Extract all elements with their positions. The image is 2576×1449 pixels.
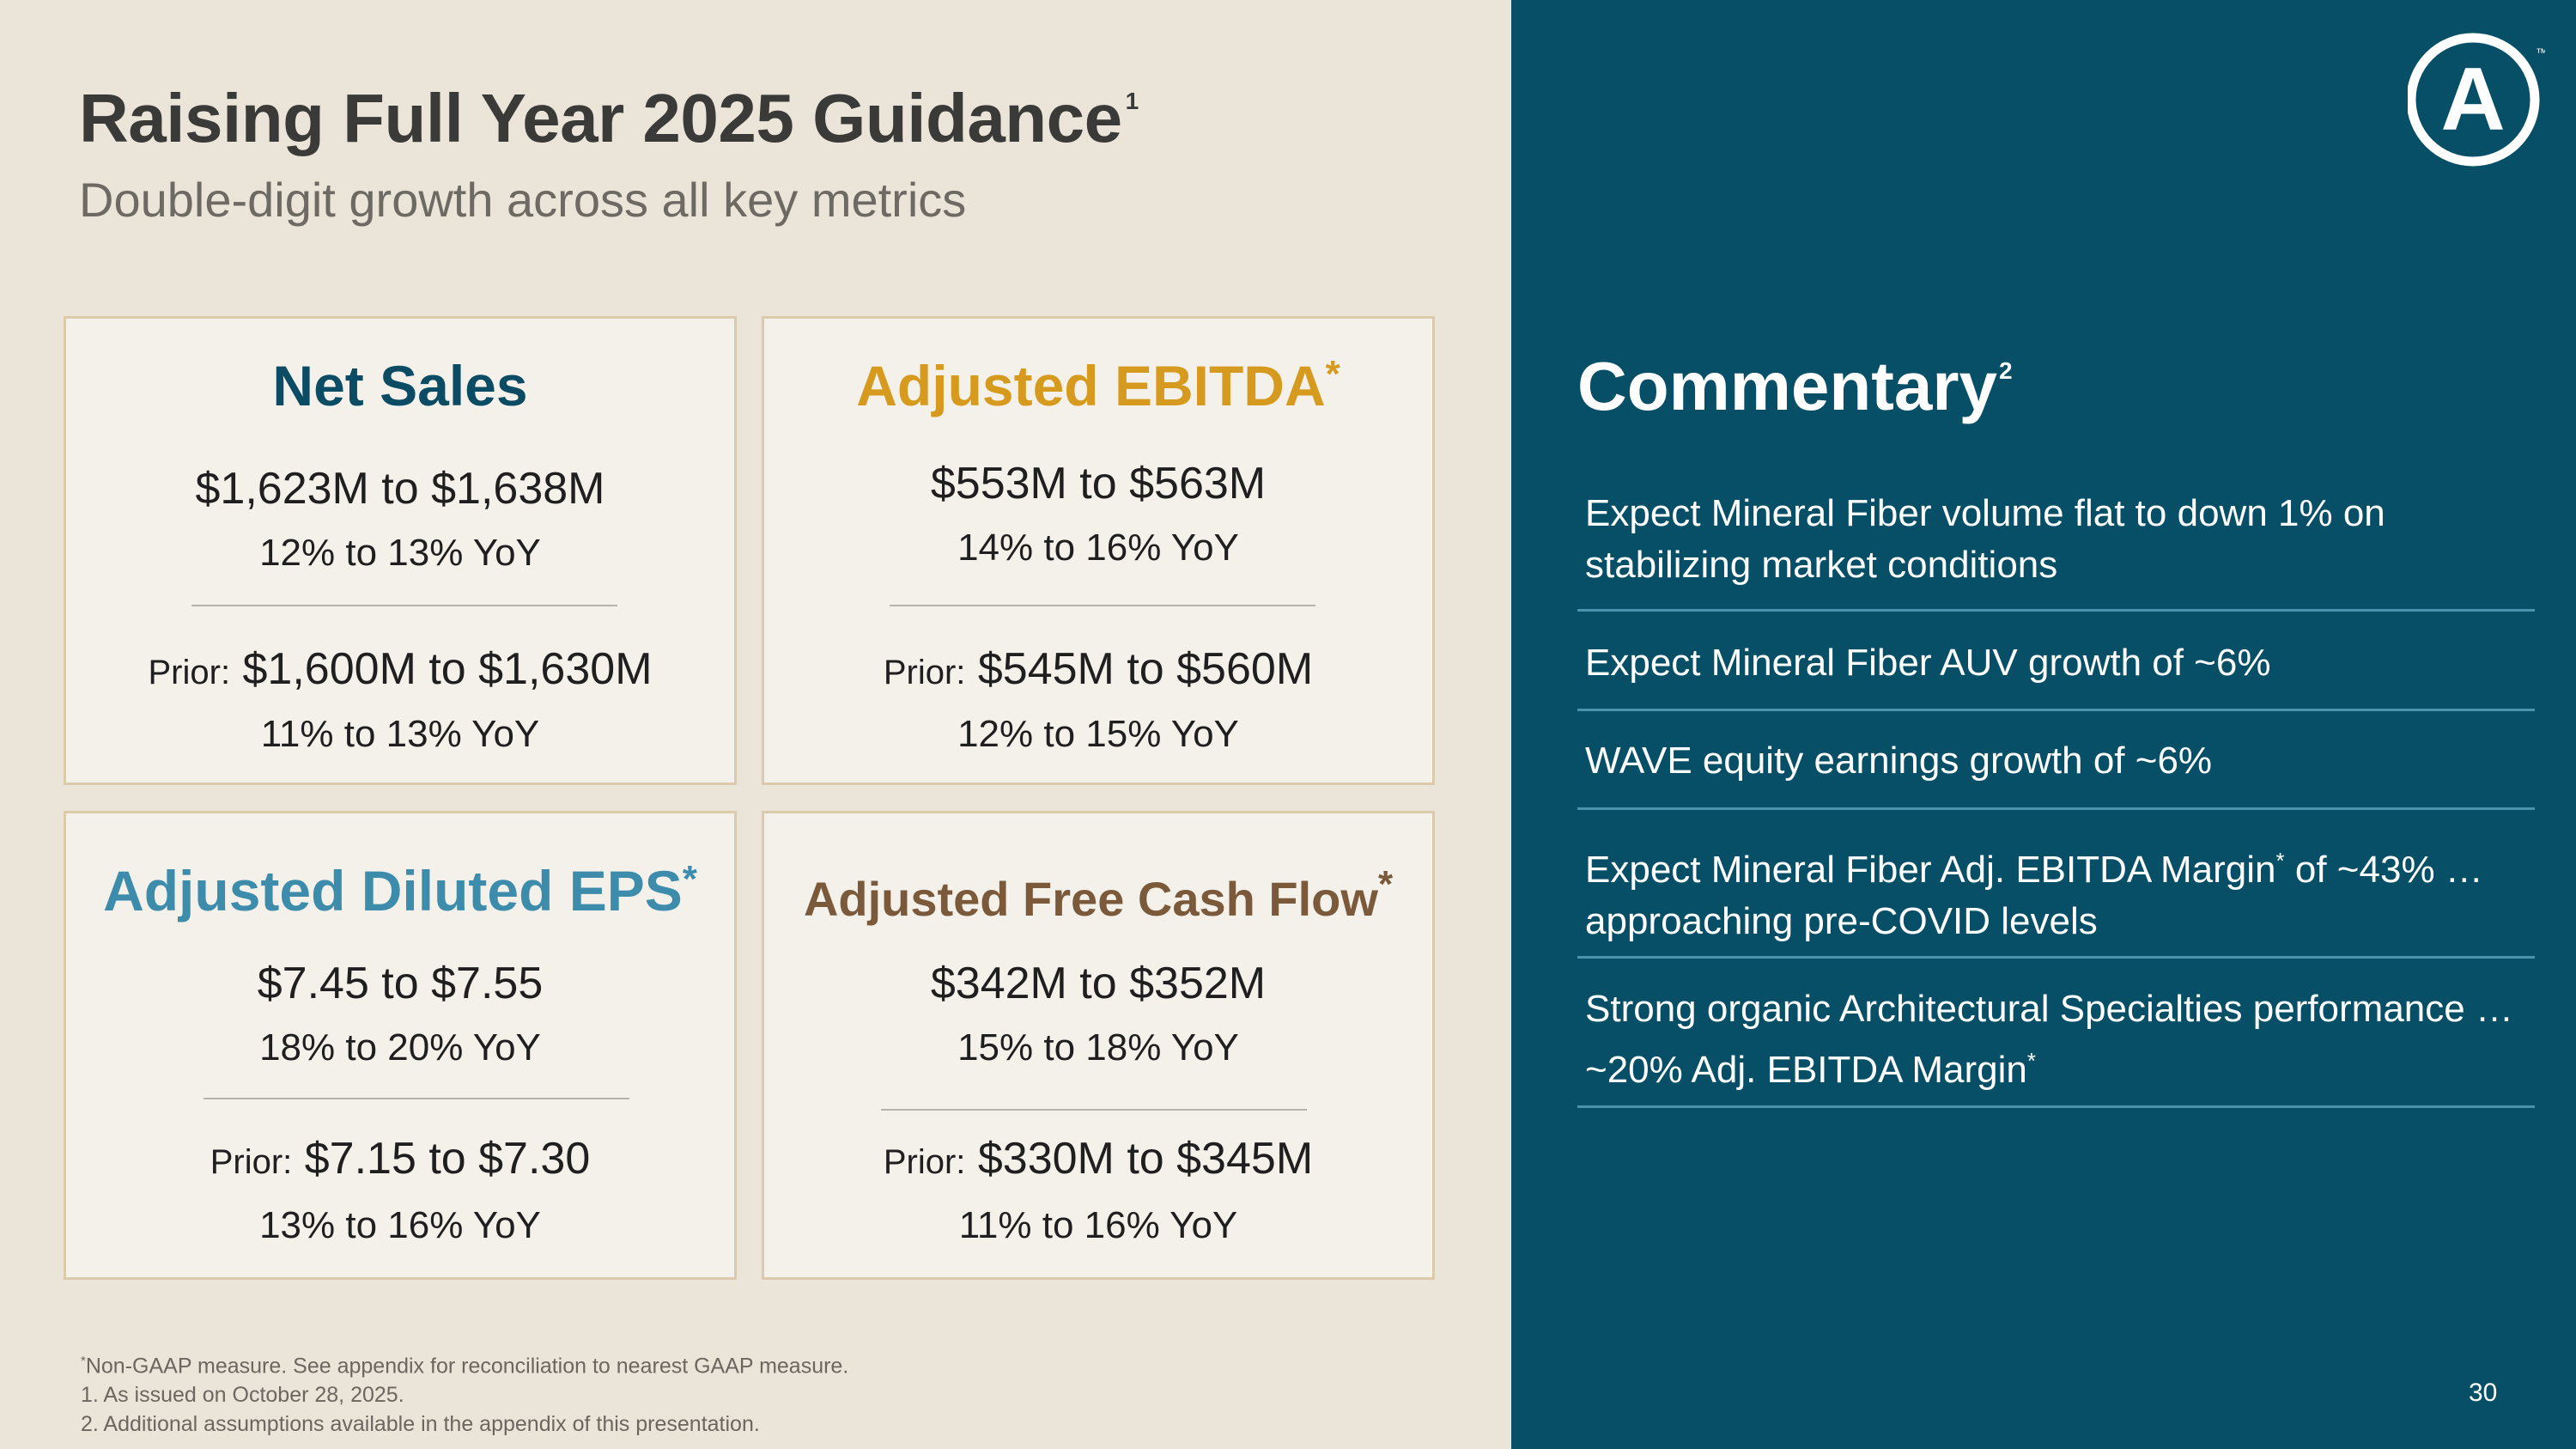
logo-ring — [2408, 33, 2540, 167]
slide-subtitle: Double-digit growth across all key metri… — [79, 173, 967, 227]
prior-guidance: Prior: $7.15 to $7.30 — [66, 1133, 734, 1184]
guidance-yoy: 14% to 16% YoY — [957, 527, 1239, 569]
guidance-range: $342M to $352M — [930, 959, 1267, 1008]
prior-label: Prior: — [883, 1143, 966, 1181]
divider — [881, 1109, 1307, 1111]
logo-trademark: ™ — [2536, 46, 2545, 59]
left-panel: Raising Full Year 2025 Guidance 1 Double-… — [64, 80, 1435, 1439]
divider — [204, 1098, 629, 1099]
title-footnote-marker: 1 — [1125, 88, 1139, 114]
prior-range: $1,600M to $1,630M — [242, 644, 653, 694]
prior-label: Prior: — [883, 654, 966, 691]
guidance-range: $1,623M to $1,638M — [195, 464, 605, 514]
commentary-item: WAVE equity earnings growth of ~6% — [1585, 740, 2213, 782]
slide-title: Raising Full Year 2025 Guidance 1 — [79, 80, 1139, 156]
adjusted-ebitda-card: Adjusted EBITDA* $553M to $563M 14% to 1… — [762, 316, 1435, 785]
guidance-yoy: 12% to 13% YoY — [259, 532, 541, 574]
card-title: Adjusted Diluted EPS* — [103, 858, 697, 922]
net-sales-card: Net Sales $1,623M to $1,638M 12% to 13% … — [64, 316, 737, 785]
commentary-divider — [1577, 807, 2535, 810]
prior-range: $545M to $560M — [977, 644, 1314, 694]
prior-range: $7.15 to $7.30 — [304, 1134, 591, 1184]
prior-guidance: Prior: $1,600M to $1,630M — [66, 643, 734, 695]
adjusted-eps-card: Adjusted Diluted EPS* $7.45 to $7.55 18%… — [64, 811, 737, 1280]
commentary-panel — [1511, 0, 2576, 1449]
divider — [890, 605, 1315, 606]
commentary-divider — [1577, 956, 2535, 959]
commentary-item: Expect Mineral Fiber AUV growth of ~6% — [1585, 642, 2271, 684]
guidance-yoy: 15% to 18% YoY — [957, 1026, 1239, 1068]
logo-letter: A — [2440, 50, 2505, 149]
prior-guidance: Prior: $545M to $560M — [764, 643, 1432, 695]
guidance-range: $7.45 to $7.55 — [257, 959, 544, 1008]
prior-yoy: 11% to 16% YoY — [958, 1204, 1238, 1246]
commentary-item: Expect Mineral Fiber Adj. EBITDA Margin*… — [1585, 848, 2483, 942]
prior-label: Prior: — [210, 1143, 293, 1181]
commentary-footnote-marker: 2 — [1999, 357, 2013, 384]
prior-yoy: 12% to 15% YoY — [957, 713, 1239, 755]
commentary-divider — [1577, 1105, 2535, 1108]
footnote-1: 1. As issued on October 28, 2025. — [81, 1383, 404, 1408]
footnotes: *Non-GAAP measure. See appendix for reco… — [81, 1347, 848, 1439]
company-logo: A ™ — [2408, 33, 2545, 167]
guidance-range: $553M to $563M — [930, 459, 1267, 508]
commentary-divider — [1577, 709, 2535, 711]
prior-label: Prior: — [148, 654, 231, 691]
adjusted-fcf-card: Adjusted Free Cash Flow* $342M to $352M … — [762, 811, 1435, 1280]
page-number: 30 — [2469, 1379, 2498, 1407]
commentary-item: Expect Mineral Fiber volume flat to down… — [1585, 492, 2385, 586]
commentary-title: Commentary2 — [1577, 348, 2013, 424]
prior-range: $330M to $345M — [977, 1134, 1314, 1184]
prior-yoy: 13% to 16% YoY — [259, 1204, 541, 1246]
prior-guidance: Prior: $330M to $345M — [764, 1133, 1432, 1184]
footnote-2: 2. Additional assumptions available in t… — [81, 1412, 760, 1437]
card-title: Net Sales — [272, 354, 528, 417]
divider — [191, 605, 617, 606]
card-title: Adjusted Free Cash Flow* — [803, 863, 1394, 926]
commentary-divider — [1577, 609, 2535, 612]
card-title: Adjusted EBITDA* — [856, 353, 1340, 417]
prior-yoy: 11% to 13% YoY — [260, 713, 540, 755]
footnote-non-gaap: *Non-GAAP measure. See appendix for reco… — [81, 1354, 849, 1379]
guidance-yoy: 18% to 20% YoY — [259, 1026, 541, 1068]
commentary-item: Strong organic Architectural Specialties… — [1585, 988, 2513, 1091]
